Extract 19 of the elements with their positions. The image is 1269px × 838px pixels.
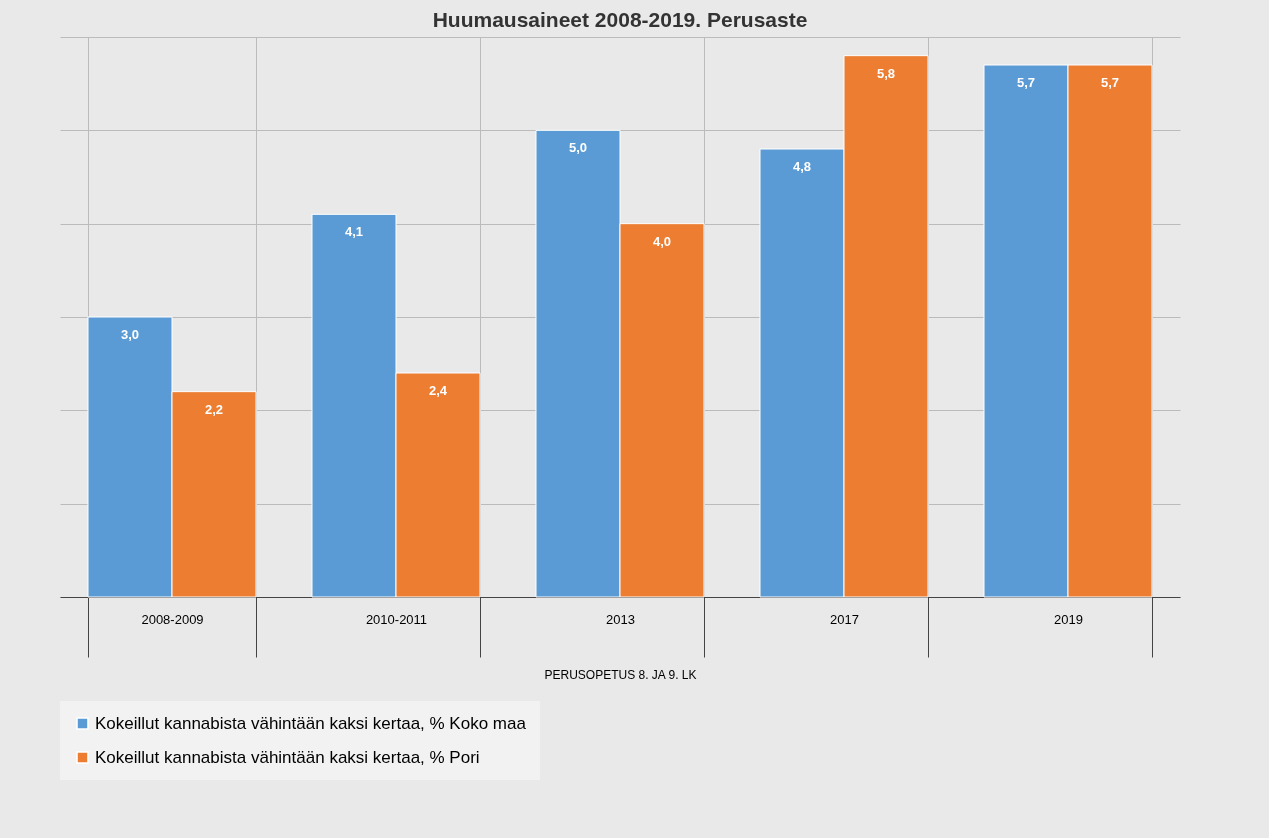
data-label: 2,2: [204, 401, 224, 417]
data-label: 5,7: [1100, 75, 1120, 90]
x-axis-title: PERUSOPETUS 8. JA 9. LK: [544, 668, 697, 682]
chart-title: Huumausaineet 2008-2019. Perusaste: [432, 8, 808, 31]
x-tick-label: 2010-2011: [365, 611, 428, 627]
data-label: 4,8: [792, 159, 812, 174]
data-label: 5,8: [876, 65, 896, 81]
legend-label: Kokeillut kannabista vähintään kaksi kertaa, % Koko maa: [95, 713, 527, 733]
data-label: 5,0: [568, 140, 588, 156]
data-label: 5,7: [1016, 75, 1036, 90]
legend-label: Kokeillut kannabista vähintään kaksi kertaa, % Pori: [95, 747, 480, 767]
x-tick-label: 2017: [830, 611, 859, 627]
data-label: 3,0: [120, 327, 140, 342]
data-label: 4,1: [344, 224, 364, 240]
x-tick-label: 2013: [606, 611, 635, 627]
x-tick-label: 2008-2009: [141, 611, 204, 627]
data-label: 4,0: [652, 233, 672, 249]
data-label: 2,4: [428, 383, 448, 398]
x-tick-label: 2019: [1054, 611, 1083, 627]
